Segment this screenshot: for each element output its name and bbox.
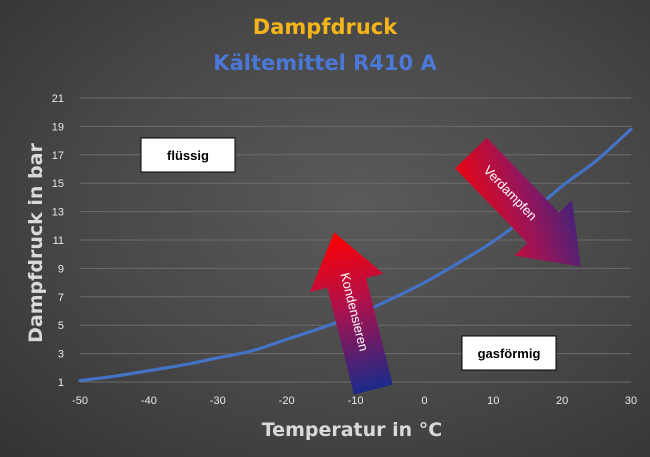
x-axis-ticks: -50 -40 -30 -20 -10 0 10 20 30 bbox=[72, 395, 637, 407]
liquid-region-label: flüssig bbox=[167, 148, 209, 163]
y-tick-label: 19 bbox=[52, 121, 64, 133]
y-tick-label: 7 bbox=[58, 292, 64, 304]
x-tick-label: -30 bbox=[210, 395, 226, 407]
x-tick-label: -20 bbox=[279, 395, 295, 407]
gas-region-label: gasförmig bbox=[478, 346, 541, 361]
y-tick-label: 9 bbox=[58, 263, 64, 275]
condense-arrow-shape bbox=[309, 232, 393, 395]
x-tick-label: 0 bbox=[421, 395, 427, 407]
x-tick-label: -50 bbox=[72, 395, 88, 407]
x-tick-label: -40 bbox=[141, 395, 157, 407]
y-tick-label: 15 bbox=[52, 178, 64, 190]
y-axis-label: Dampfdruck in bar bbox=[25, 143, 47, 343]
y-tick-label: 21 bbox=[52, 93, 64, 105]
chart-title: Dampfdruck bbox=[253, 15, 398, 39]
liquid-region-box bbox=[140, 137, 236, 173]
x-tick-label: 30 bbox=[625, 395, 637, 407]
y-tick-label: 13 bbox=[52, 207, 64, 219]
evaporate-arrow-shape bbox=[455, 137, 581, 267]
x-axis-label: Temperatur in °C bbox=[262, 419, 443, 441]
x-tick-label: -10 bbox=[348, 395, 364, 407]
y-tick-label: 11 bbox=[53, 235, 64, 247]
y-tick-label: 1 bbox=[58, 377, 64, 389]
y-tick-label: 3 bbox=[58, 349, 64, 361]
x-tick-label: 20 bbox=[556, 395, 568, 407]
evaporate-arrow: Verdampfen bbox=[455, 137, 581, 267]
gas-region-box bbox=[461, 335, 557, 371]
x-tick-label: 10 bbox=[487, 395, 499, 407]
y-tick-label: 17 bbox=[52, 150, 64, 162]
y-tick-label: 5 bbox=[58, 320, 64, 332]
chart-subtitle: Kältemittel R410 A bbox=[213, 51, 437, 75]
condense-arrow: Kondensieren bbox=[309, 232, 393, 395]
